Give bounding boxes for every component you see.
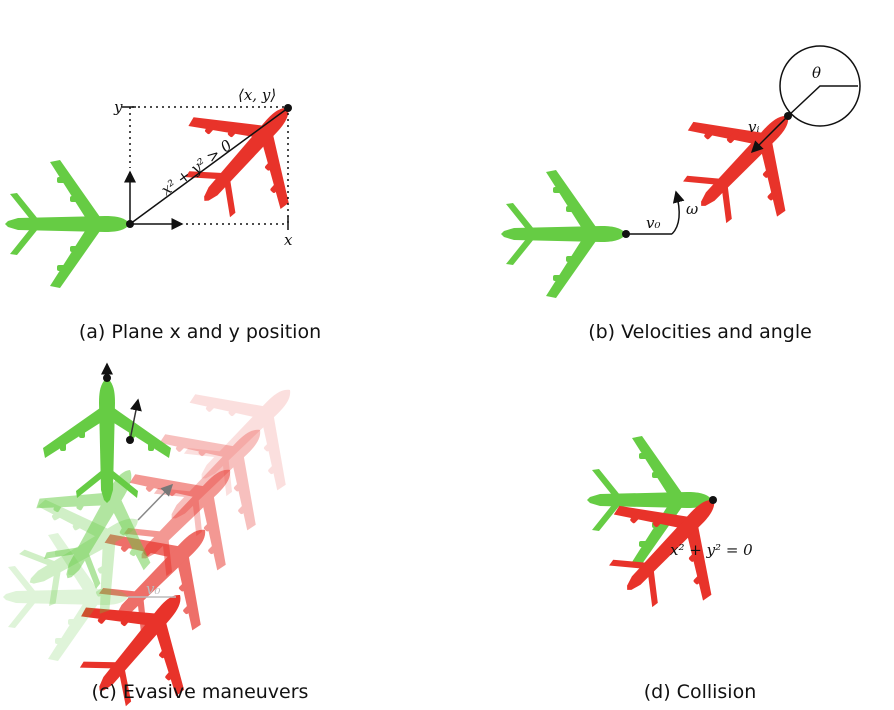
point-label: ⟨x, y⟩ [238, 86, 276, 104]
x-label: x [284, 231, 293, 249]
v0-label: v₀ [646, 214, 661, 232]
green-plane [501, 170, 626, 298]
caption: (d) Collision [644, 681, 757, 703]
panel-d: x² + y² = 0 (d) Collision [581, 436, 761, 703]
caption: (c) Evasive maneuvers [92, 681, 309, 703]
distance-label: x² + y² > 0 [158, 136, 236, 199]
panel-c: v₀ (c) Evasive maneuvers [0, 344, 336, 710]
caption: (a) Plane x and y position [79, 321, 321, 343]
v0-label: v₀ [146, 580, 161, 598]
distance-label: x² + y² = 0 [670, 541, 753, 559]
y-label: y [113, 98, 123, 116]
panel-a: ⟨x, y⟩ y x x² + y² > 0 (a) Plane x and y… [5, 65, 336, 343]
panel-b: θ vᵢ v₀ ω (b) Velocities and angle [501, 45, 861, 343]
omega-label: ω [686, 200, 698, 218]
theta-label: θ [812, 64, 821, 82]
green-plane [5, 160, 130, 288]
vi-label: vᵢ [748, 118, 760, 136]
distance-line [129, 107, 289, 225]
caption: (b) Velocities and angle [588, 321, 812, 343]
